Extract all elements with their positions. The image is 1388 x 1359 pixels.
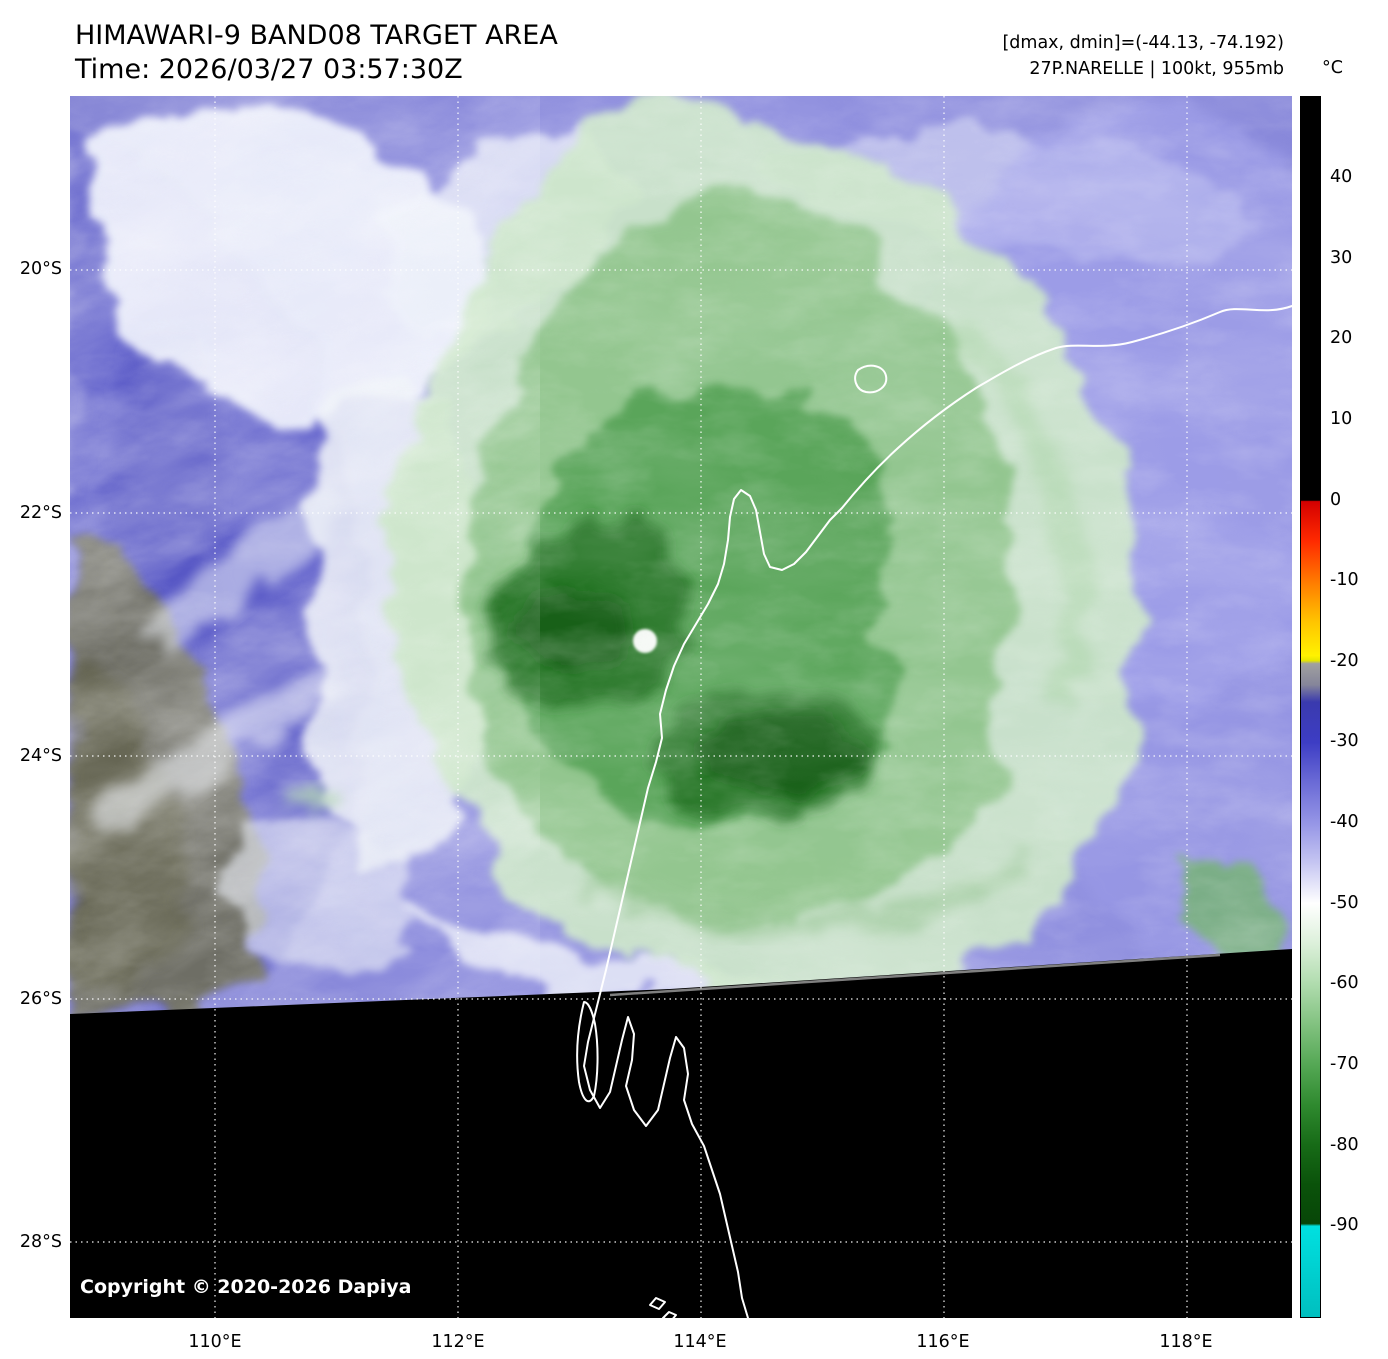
colorbar-tick: -90 <box>1330 1215 1359 1235</box>
colorbar-tick: -40 <box>1330 812 1359 832</box>
lat-axis-label: 22°S <box>19 503 62 523</box>
colorbar-tick: 0 <box>1330 490 1342 510</box>
lon-axis-label: 114°E <box>673 1332 727 1352</box>
lat-axis-label: 26°S <box>19 989 62 1009</box>
lon-axis-label: 116°E <box>916 1332 970 1352</box>
colorbar-tick: -70 <box>1330 1054 1359 1074</box>
colorbar-tick: -60 <box>1330 973 1359 993</box>
colorbar-tick: -20 <box>1330 651 1359 671</box>
product-title: HIMAWARI-9 BAND08 TARGET AREA <box>75 20 558 51</box>
colorbar-tick: -10 <box>1330 570 1359 590</box>
storm-info-label: 27P.NARELLE | 100kt, 955mb <box>1029 59 1284 79</box>
coastline-islet <box>662 1311 677 1318</box>
colorbar-unit-label: °C <box>1322 58 1343 78</box>
copyright-label: Copyright © 2020-2026 Dapiya <box>80 1276 412 1298</box>
lon-axis-label: 110°E <box>188 1332 242 1352</box>
coastline <box>576 305 1292 1318</box>
swath-edge-highlight <box>609 953 1221 997</box>
colorbar-tick: -50 <box>1330 893 1359 913</box>
lon-axis-label: 112°E <box>431 1332 485 1352</box>
colorbar-tick: -30 <box>1330 731 1359 751</box>
coastline-islet <box>649 1297 666 1310</box>
colorbar-tick: 40 <box>1330 167 1353 187</box>
lon-axis-label: 118°E <box>1159 1332 1213 1352</box>
colorbar-tick: 10 <box>1330 409 1353 429</box>
satellite-map: Copyright © 2020-2026 Dapiya <box>70 96 1292 1318</box>
coastline-island <box>854 364 888 394</box>
colorbar-tick: 20 <box>1330 328 1353 348</box>
colorbar <box>1300 96 1321 1318</box>
colorbar-tick: -80 <box>1330 1135 1359 1155</box>
lat-axis-label: 20°S <box>19 259 62 279</box>
coastline-mainland <box>583 305 1292 1318</box>
lat-axis-label: 24°S <box>19 746 62 766</box>
no-data-region <box>70 949 1292 1318</box>
satellite-imagery <box>70 96 1292 1318</box>
coastline-offshore-island <box>576 1001 599 1103</box>
colorbar-tick: 30 <box>1330 248 1353 268</box>
range-info-label: [dmax, dmin]=(-44.13, -74.192) <box>1002 33 1284 53</box>
gridlines <box>70 96 1292 1318</box>
header-info: [dmax, dmin]=(-44.13, -74.192) 27P.NAREL… <box>1002 30 1284 82</box>
lat-axis-label: 28°S <box>19 1232 62 1252</box>
time-label: Time: 2026/03/27 03:57:30Z <box>75 54 463 85</box>
